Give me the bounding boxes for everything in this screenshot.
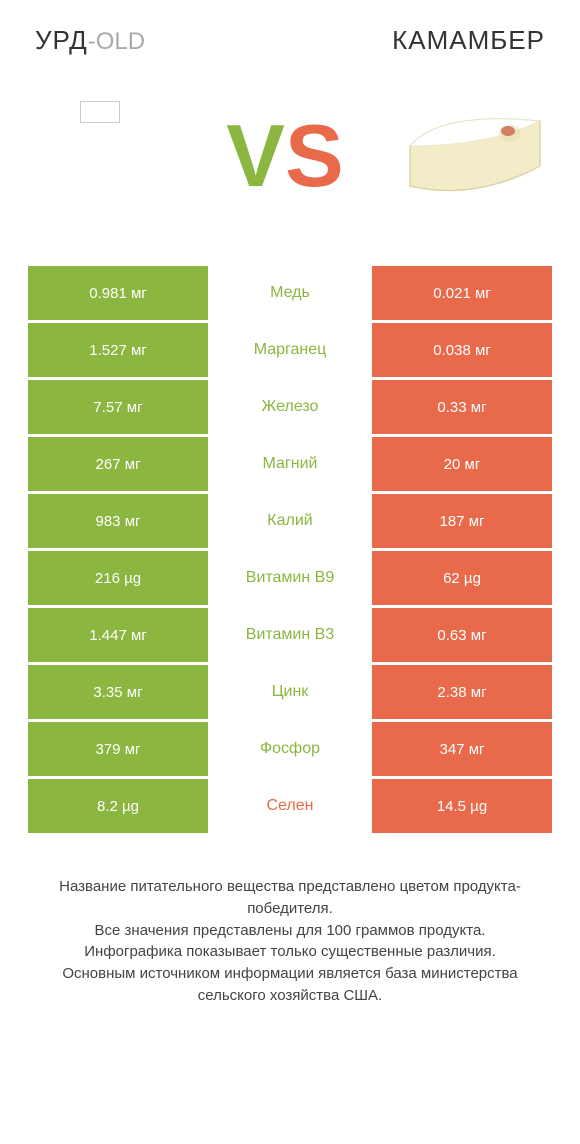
product-image-right <box>400 91 550 221</box>
vs-v: V <box>226 112 285 200</box>
header: УРД-OLD КАМАМБЕР <box>0 0 580 66</box>
nutrient-label: Магний <box>208 437 372 491</box>
title-left-suffix: -OLD <box>88 28 145 55</box>
table-row: 8.2 µgСелен14.5 µg <box>28 779 552 833</box>
value-right: 0.33 мг <box>372 380 552 434</box>
table-row: 267 мгМагний20 мг <box>28 437 552 491</box>
nutrient-label: Селен <box>208 779 372 833</box>
table-row: 0.981 мгМедь0.021 мг <box>28 266 552 320</box>
table-row: 1.447 мгВитамин B30.63 мг <box>28 608 552 662</box>
title-left: УРД-OLD <box>35 25 145 56</box>
value-right: 0.021 мг <box>372 266 552 320</box>
footer-notes: Название питательного вещества представл… <box>0 836 580 1007</box>
vs-s: S <box>285 112 344 200</box>
nutrient-label: Цинк <box>208 665 372 719</box>
value-left: 1.447 мг <box>28 608 208 662</box>
table-row: 983 мгКалий187 мг <box>28 494 552 548</box>
nutrient-label: Витамин B9 <box>208 551 372 605</box>
nutrient-label: Витамин B3 <box>208 608 372 662</box>
comparison-table: 0.981 мгМедь0.021 мг1.527 мгМарганец0.03… <box>0 266 580 833</box>
value-left: 983 мг <box>28 494 208 548</box>
value-right: 347 мг <box>372 722 552 776</box>
footer-line: Основным источником информации является … <box>30 963 550 1007</box>
product-image-left <box>30 101 170 211</box>
table-row: 216 µgВитамин B962 µg <box>28 551 552 605</box>
value-left: 0.981 мг <box>28 266 208 320</box>
nutrient-label: Калий <box>208 494 372 548</box>
value-right: 187 мг <box>372 494 552 548</box>
title-left-main: УРД <box>35 25 88 55</box>
value-right: 0.038 мг <box>372 323 552 377</box>
image-placeholder-icon <box>80 101 120 123</box>
nutrient-label: Фосфор <box>208 722 372 776</box>
value-right: 62 µg <box>372 551 552 605</box>
title-right: КАМАМБЕР <box>392 25 545 56</box>
cheese-icon <box>400 91 550 221</box>
table-row: 7.57 мгЖелезо0.33 мг <box>28 380 552 434</box>
value-left: 379 мг <box>28 722 208 776</box>
value-left: 8.2 µg <box>28 779 208 833</box>
footer-line: Инфографика показывает только существенн… <box>30 941 550 963</box>
nutrient-label: Железо <box>208 380 372 434</box>
nutrient-label: Медь <box>208 266 372 320</box>
value-left: 3.35 мг <box>28 665 208 719</box>
hero-row: VS <box>0 66 580 266</box>
value-left: 216 µg <box>28 551 208 605</box>
vs-label: VS <box>226 112 343 200</box>
value-right: 2.38 мг <box>372 665 552 719</box>
nutrient-label: Марганец <box>208 323 372 377</box>
footer-line: Название питательного вещества представл… <box>30 876 550 920</box>
table-row: 3.35 мгЦинк2.38 мг <box>28 665 552 719</box>
value-right: 0.63 мг <box>372 608 552 662</box>
table-row: 379 мгФосфор347 мг <box>28 722 552 776</box>
value-right: 20 мг <box>372 437 552 491</box>
value-left: 267 мг <box>28 437 208 491</box>
table-row: 1.527 мгМарганец0.038 мг <box>28 323 552 377</box>
value-left: 1.527 мг <box>28 323 208 377</box>
value-left: 7.57 мг <box>28 380 208 434</box>
footer-line: Все значения представлены для 100 граммо… <box>30 920 550 942</box>
value-right: 14.5 µg <box>372 779 552 833</box>
